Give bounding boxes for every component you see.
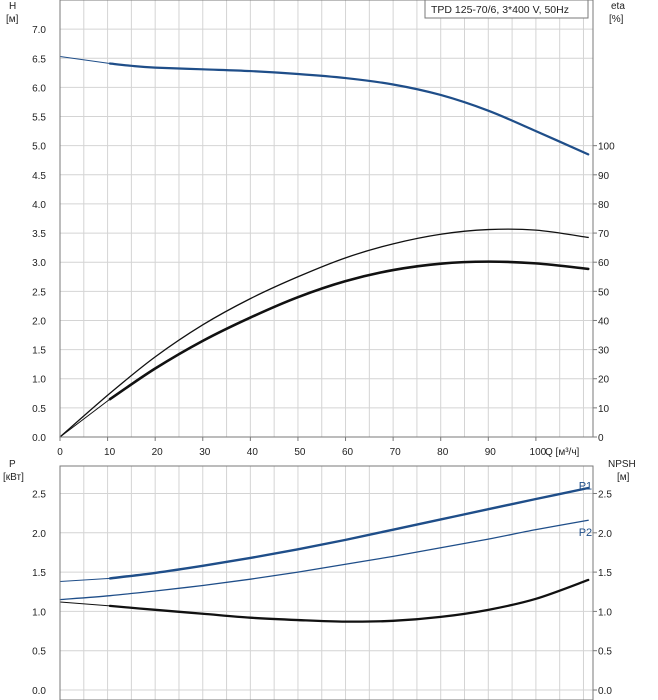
head-tick-label: 4.0 [32, 200, 46, 211]
efficiency-tick-label: 90 [598, 171, 610, 182]
npsh-axis-title: NPSH [608, 459, 636, 470]
flow-tick-label: 40 [247, 447, 259, 458]
efficiency-tick-label: 70 [598, 229, 610, 240]
head-eff-curve-2 [59, 228, 589, 438]
flow-tick-label: 10 [104, 447, 116, 458]
head-tick-label: 2.0 [32, 316, 46, 327]
flow-tick-label: 100 [530, 447, 547, 458]
flow-axis-ticks: 0 10 20 30 40 50 60 70 80 90 100 [57, 437, 547, 458]
power-npsh-plot-frame [59, 465, 594, 700]
power-axis-ticks: 0.0 0.5 1.0 1.5 2.0 2.5 [32, 490, 46, 697]
head-tick-label: 7.0 [32, 25, 46, 36]
power-axis-unit: [кВт] [3, 472, 24, 483]
power-tick-label: 0.5 [32, 647, 46, 658]
efficiency-axis-unit: [%] [609, 14, 624, 25]
head-efficiency-plot-frame [59, 0, 594, 438]
head-eff-curve-1 [59, 56, 111, 65]
head-tick-label: 5.0 [32, 142, 46, 153]
efficiency-axis-title: eta [611, 1, 625, 12]
power-npsh-panel: P1 P2 0.0 0.5 1.0 1.5 2.0 2.5 0.0 0.5 1.0 1.5 2.0 2… [3, 459, 636, 700]
power-tick-label: 0.0 [32, 686, 46, 697]
power-tick-label: 1.5 [32, 568, 46, 579]
head-tick-label: 4.5 [32, 171, 46, 182]
head-axis-title: H [9, 1, 16, 12]
flow-tick-label: 30 [199, 447, 211, 458]
npsh-tick-label: 1.5 [598, 568, 612, 579]
npsh-tick-label: 2.5 [598, 490, 612, 501]
npsh-tick-label: 2.0 [598, 529, 612, 540]
efficiency-axis-ticks: 0 10 20 30 40 50 60 70 80 90 100 [593, 142, 615, 444]
efficiency-tick-label: 50 [598, 287, 610, 298]
flow-tick-label: 90 [485, 447, 497, 458]
flow-axis-title: Q [м³/ч] [545, 447, 580, 458]
power-npsh-curve-p1 [108, 486, 590, 580]
flow-tick-label: 70 [390, 447, 402, 458]
head-tick-label: 5.5 [32, 113, 46, 124]
efficiency-tick-label: 80 [598, 200, 610, 211]
power-npsh-curve-p2 [59, 519, 589, 601]
head-eff-curve-3 [108, 260, 590, 401]
head-eff-curve-4 [59, 398, 111, 438]
flow-tick-label: 20 [152, 447, 164, 458]
flow-tick-label: 80 [437, 447, 449, 458]
power-axis-title: P [9, 459, 16, 470]
head-tick-label: 3.5 [32, 229, 46, 240]
power-tick-label: 2.0 [32, 529, 46, 540]
power-npsh-curve-2 [59, 577, 111, 583]
head-axis-unit: [м] [6, 14, 19, 25]
npsh-axis-unit: [м] [617, 472, 630, 483]
power-tick-label: 1.0 [32, 607, 46, 618]
head-axis-ticks: 0.0 0.5 1.0 1.5 2.0 2.5 3.0 3.5 4.0 4.5 5.0 5.5 6.0 6… [32, 25, 46, 444]
head-eff-curve-0 [108, 62, 590, 156]
power-npsh-curves: P1 P2 [59, 481, 592, 623]
power-npsh-series-label-p1: P1 [579, 481, 592, 493]
legend-box-text: TPD 125-70/6, 3*400 V, 50Hz [431, 4, 569, 16]
head-tick-label: 1.5 [32, 346, 46, 357]
efficiency-tick-label: 100 [598, 142, 615, 153]
power-npsh-curve-3 [108, 578, 590, 623]
efficiency-tick-label: 60 [598, 258, 610, 269]
head-tick-label: 6.0 [32, 83, 46, 94]
legend-box [424, 0, 589, 19]
head-tick-label: 0.5 [32, 404, 46, 415]
power-npsh-grid [60, 466, 593, 700]
head-tick-label: 0.0 [32, 433, 46, 444]
head-tick-label: 3.0 [32, 258, 46, 269]
efficiency-tick-label: 40 [598, 316, 610, 327]
efficiency-tick-label: 0 [598, 433, 604, 444]
head-tick-label: 6.5 [32, 54, 46, 65]
power-npsh-curve-4 [59, 601, 111, 607]
flow-tick-label: 0 [57, 447, 63, 458]
efficiency-tick-label: 20 [598, 375, 610, 386]
head-efficiency-panel: 0.0 0.5 1.0 1.5 2.0 2.5 3.0 3.5 4.0 4.5 5.0 5.5 6.0 6… [6, 0, 625, 458]
flow-tick-label: 50 [294, 447, 306, 458]
efficiency-tick-label: 10 [598, 404, 610, 415]
flow-tick-label: 60 [342, 447, 354, 458]
npsh-axis-ticks: 0.0 0.5 1.0 1.5 2.0 2.5 [593, 490, 612, 697]
npsh-tick-label: 1.0 [598, 607, 612, 618]
head-tick-label: 1.0 [32, 375, 46, 386]
head-efficiency-curves [59, 56, 590, 438]
head-tick-label: 2.5 [32, 287, 46, 298]
efficiency-tick-label: 30 [598, 346, 610, 357]
npsh-tick-label: 0.5 [598, 647, 612, 658]
power-tick-label: 2.5 [32, 490, 46, 501]
power-npsh-series-label-p2: P2 [579, 527, 592, 539]
npsh-tick-label: 0.0 [598, 686, 612, 697]
